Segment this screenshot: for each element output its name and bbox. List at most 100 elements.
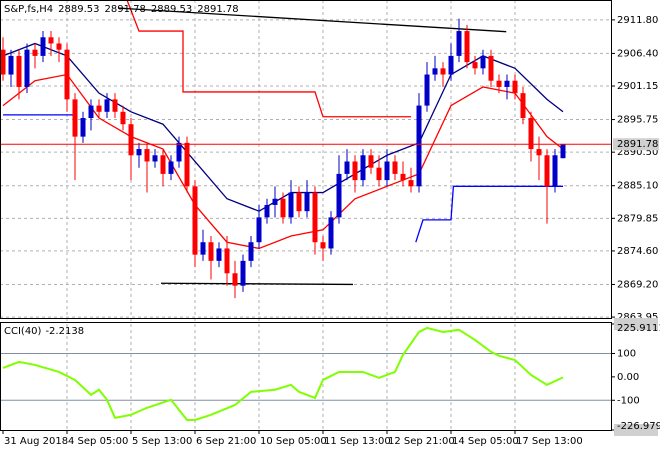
candle-body — [136, 149, 142, 156]
candle-body — [88, 105, 94, 119]
candle-body — [384, 161, 390, 181]
candle-body — [432, 68, 438, 75]
current-price-label: 2891.78 — [617, 139, 658, 150]
indicator-line — [126, 0, 411, 118]
y-tick-label: 2906.40 — [617, 48, 658, 59]
price-panel-border — [0, 0, 612, 319]
candle-body — [224, 248, 230, 274]
candle-body — [208, 242, 214, 261]
cci-value: -2.2138 — [45, 326, 84, 337]
candle-body — [160, 155, 166, 174]
cci-header: CCI(40) -2.2138 — [4, 326, 84, 337]
y-tick-label: 2863.95 — [617, 312, 658, 323]
candle-body — [48, 37, 54, 44]
ohlc-open: 2889.53 — [58, 4, 99, 15]
candle-body — [240, 260, 246, 286]
candle-body — [56, 43, 62, 50]
candle-body — [216, 248, 222, 261]
candle-body — [520, 93, 526, 119]
candle-body — [112, 99, 118, 112]
candle-body — [272, 198, 278, 205]
ohlc-high: 2891.78 — [105, 4, 146, 15]
y-tick-label: 2869.20 — [617, 279, 658, 290]
candle-body — [528, 118, 534, 150]
y-tick-label: 225.9111 — [617, 323, 660, 334]
x-tick-label: 11 Sep 13:00 — [324, 436, 391, 447]
candle-body — [456, 31, 462, 56]
candle-body — [304, 192, 310, 212]
x-tick-label: 6 Sep 21:00 — [196, 436, 256, 447]
indicator-line — [415, 185, 563, 243]
y-tick-label: 2874.60 — [617, 246, 658, 257]
candle-body — [184, 142, 190, 187]
candle-body — [352, 161, 358, 181]
candle-body — [368, 155, 374, 168]
x-tick-label: 12 Sep 21:00 — [388, 436, 455, 447]
candle-body — [440, 68, 446, 75]
candle-body — [24, 49, 30, 87]
candle-body — [32, 49, 38, 56]
candle-body — [448, 55, 454, 75]
candle-body — [280, 198, 286, 218]
y-tick-label: 2895.75 — [617, 115, 658, 126]
candle-body — [232, 273, 238, 286]
candle-body — [400, 173, 406, 181]
symbol: S&P,fs,H4 — [4, 4, 53, 15]
candle-body — [176, 142, 182, 162]
candle-body — [344, 161, 350, 174]
y-tick-label: -226.9796 — [617, 421, 660, 432]
mark-layer — [0, 0, 612, 421]
y-tick-label: 0.00 — [617, 372, 639, 383]
candle-body — [72, 99, 78, 137]
chart-header: S&P,fs,H4 2889.53 2891.78 2889.53 2891.78 — [4, 4, 239, 15]
candle-body — [200, 242, 206, 255]
cci-line — [2, 326, 564, 421]
candle-body — [312, 192, 318, 243]
x-tick-label: 5 Sep 13:00 — [132, 436, 192, 447]
x-tick-label: 14 Sep 05:00 — [452, 436, 519, 447]
candle-body — [416, 105, 422, 187]
candle-body — [80, 118, 86, 137]
y-tick-box — [614, 318, 658, 330]
y-tick-label: -100 — [617, 395, 640, 406]
candle-body — [336, 173, 342, 218]
grid-layer — [0, 0, 612, 430]
candle-body — [120, 111, 126, 125]
y-tick-label: 100 — [617, 348, 636, 359]
x-tick-label: 31 Aug 2018 — [4, 436, 68, 447]
current-price-box — [613, 138, 659, 151]
candle-body — [488, 55, 494, 81]
x-tick-label: 10 Sep 05:00 — [260, 436, 327, 447]
candle-body — [64, 49, 70, 100]
candle-body — [544, 155, 550, 187]
y-tick-box — [614, 424, 658, 436]
candle-body — [480, 55, 486, 69]
candle-body — [464, 31, 470, 63]
ohlc-close: 2891.78 — [197, 4, 238, 15]
candle-body — [16, 55, 22, 87]
candle-body — [96, 105, 102, 112]
indicator-line — [160, 282, 354, 286]
x-tick-label: 4 Sep 05:00 — [68, 436, 128, 447]
cci-name: CCI(40) — [4, 326, 42, 337]
candle-body — [104, 99, 110, 112]
candle-body — [496, 80, 502, 87]
y-tick-label: 2901.15 — [617, 81, 658, 92]
candle-body — [376, 167, 382, 181]
candle-body — [296, 192, 302, 212]
candle-body — [504, 80, 510, 87]
candle-body — [408, 180, 414, 187]
y-tick-label: 2879.85 — [617, 213, 658, 224]
y-tick-label: 2911.80 — [617, 15, 658, 26]
candle-body — [168, 161, 174, 174]
text-layer: 2911.80 2906.40 2901.15 2895.75 2890.50 2885.… — [2, 4, 660, 447]
candle-body — [256, 217, 262, 243]
indicator-line — [118, 7, 507, 33]
candle-body — [40, 37, 46, 56]
candle-body — [552, 155, 558, 187]
candle-body — [328, 217, 334, 249]
candle-body — [512, 80, 518, 94]
candle-body — [192, 186, 198, 255]
